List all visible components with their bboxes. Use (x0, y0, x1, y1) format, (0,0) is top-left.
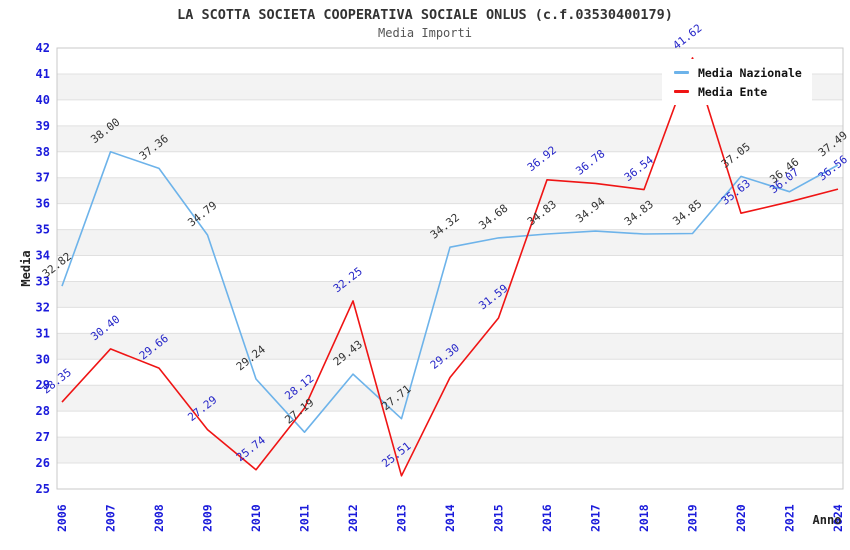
y-tick-label: 37 (36, 171, 50, 185)
x-tick-label: 2008 (152, 504, 166, 532)
x-tick-label: 2018 (637, 504, 651, 532)
plot-band (57, 307, 843, 334)
y-tick-label: 41 (36, 67, 50, 81)
x-tick-label: 2011 (298, 504, 312, 532)
y-tick-label: 36 (36, 197, 50, 211)
page-title: LA SCOTTA SOCIETA COOPERATIVA SOCIALE ON… (177, 7, 673, 23)
x-tick-label: 2014 (443, 504, 457, 532)
y-tick-label: 33 (36, 274, 50, 288)
series-line-media-ente (61, 57, 839, 477)
y-tick-label: 38 (36, 145, 50, 159)
legend-item-media-nazionale: Media Nazionale (674, 63, 812, 82)
plot-band (57, 385, 843, 412)
x-tick-label: 2009 (201, 504, 215, 532)
y-tick-label: 28 (36, 404, 50, 418)
y-tick-label: 29 (36, 378, 50, 392)
plot-band (57, 359, 843, 386)
legend-item-media-ente: Media Ente (674, 82, 812, 101)
x-tick-label: 2015 (492, 504, 506, 532)
plot-band (57, 463, 843, 489)
y-tick-label: 25 (36, 482, 50, 496)
x-tick-label: 2010 (249, 504, 263, 532)
x-axis-title: Anno (813, 513, 842, 527)
x-tick-label: 2020 (734, 504, 748, 532)
y-tick-label: 27 (36, 430, 50, 444)
x-tick-label: 2012 (346, 504, 360, 532)
plot-band (57, 229, 843, 256)
legend-line-swatch (674, 90, 689, 93)
x-tick-label: 2007 (104, 504, 118, 532)
chart-legend: Media Nazionale Media Ente (662, 59, 812, 105)
y-tick-label: 32 (36, 300, 50, 314)
y-tick-label: 39 (36, 119, 50, 133)
plot-band (57, 177, 843, 204)
legend-label: Media Ente (698, 84, 768, 99)
x-tick-label: 2017 (589, 504, 603, 532)
plot-band (57, 125, 843, 152)
plot-band (57, 281, 843, 308)
plot-band (57, 437, 843, 464)
plot-band (57, 411, 843, 438)
x-tick-label: 2021 (783, 504, 797, 532)
y-tick-label: 42 (36, 41, 50, 55)
y-tick-label: 35 (36, 223, 50, 237)
x-tick-label: 2024 (831, 504, 845, 532)
chart-subtitle: Media Importi (378, 26, 472, 40)
x-tick-label: 2016 (540, 504, 554, 532)
x-tick-label: 2013 (395, 504, 409, 532)
x-tick-label: 2019 (686, 504, 700, 532)
series-line-media-nazionale (61, 151, 839, 434)
plot-band (57, 333, 843, 360)
y-tick-label: 26 (36, 456, 50, 470)
y-tick-label: 34 (36, 249, 50, 263)
plot-border (56, 47, 844, 490)
legend-line-swatch (674, 71, 689, 74)
plot-band (57, 255, 843, 282)
legend-label: Media Nazionale (698, 65, 802, 80)
y-tick-label: 40 (36, 93, 50, 107)
x-tick-label: 2006 (55, 504, 69, 532)
y-axis-title: Media (19, 250, 33, 286)
y-tick-label: 30 (36, 352, 50, 366)
plot-band (57, 151, 843, 178)
y-tick-label: 31 (36, 326, 50, 340)
